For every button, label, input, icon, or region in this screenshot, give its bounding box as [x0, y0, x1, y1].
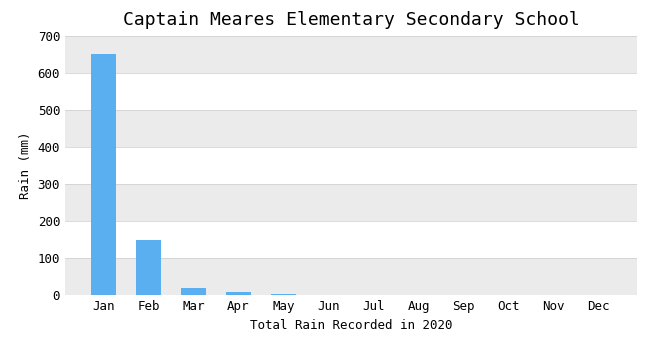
Bar [65, 258, 637, 295]
Bar [226, 292, 251, 295]
Y-axis label: Rain (mm): Rain (mm) [19, 132, 32, 199]
Bar [136, 240, 161, 295]
Bar [65, 110, 637, 147]
Bar [181, 288, 206, 295]
Title: Captain Meares Elementary Secondary School: Captain Meares Elementary Secondary Scho… [123, 11, 579, 29]
Bar [91, 54, 116, 295]
Bar [271, 294, 296, 295]
Bar [65, 184, 637, 221]
X-axis label: Total Rain Recorded in 2020: Total Rain Recorded in 2020 [250, 319, 452, 332]
Bar [65, 36, 637, 73]
